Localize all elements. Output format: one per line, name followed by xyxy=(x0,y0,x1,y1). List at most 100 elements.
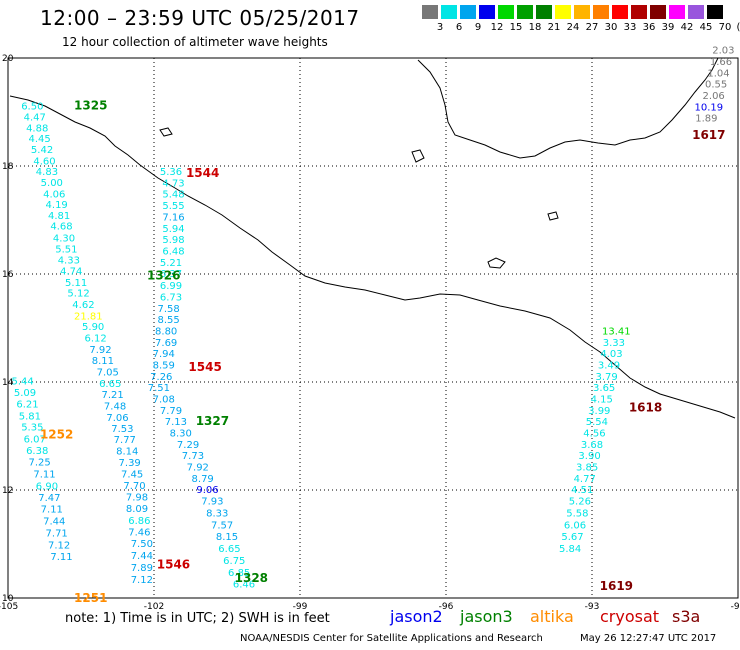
wave-height-value: 3.85 xyxy=(576,463,598,474)
pass-time-label: 1544 xyxy=(186,166,219,180)
wave-height-value: 5.00 xyxy=(41,178,63,189)
colorbar-label: 33 xyxy=(623,22,637,33)
wave-height-value: 7.71 xyxy=(46,528,68,539)
wave-height-value: 7.16 xyxy=(162,213,184,224)
pass-time-label: 1617 xyxy=(692,128,725,142)
map-title: 12:00 – 23:59 UTC 05/25/2017 xyxy=(40,6,360,30)
colorbar-label: 45 xyxy=(699,22,713,33)
colorbar-label: 30 xyxy=(604,22,618,33)
island-1 xyxy=(159,127,173,137)
wave-height-value: 9.06 xyxy=(196,485,218,496)
wave-height-value: 4.81 xyxy=(48,211,70,222)
wave-height-value: 7.06 xyxy=(106,413,128,424)
wave-height-value: 7.92 xyxy=(187,463,209,474)
colorbar-swatch xyxy=(707,5,723,19)
wave-height-value: 4.83 xyxy=(36,167,58,178)
colorbar-label: 21 xyxy=(547,22,561,33)
wave-height-value: 7.13 xyxy=(165,417,187,428)
mexico-pacific-coastline xyxy=(9,95,736,419)
lat-tick-label: 20 xyxy=(2,54,14,64)
wave-height-value: 5.09 xyxy=(14,388,36,399)
wave-height-labels: 6.504.474.884.455.424.604.835.004.064.19… xyxy=(11,46,734,591)
satellite-s3a: s3a xyxy=(672,607,701,626)
wave-height-value: 7.12 xyxy=(48,540,70,551)
wave-height-value: 3.99 xyxy=(588,406,610,417)
colorbar-label: 6 xyxy=(455,22,463,33)
wave-height-value: 4.30 xyxy=(53,234,75,245)
wave-height-value: 7.69 xyxy=(155,338,177,349)
wave-height-value: 4.74 xyxy=(60,267,82,278)
wave-height-value: 8.79 xyxy=(192,474,214,485)
wave-height-value: 7.57 xyxy=(211,520,233,531)
wave-height-value: 0.55 xyxy=(705,80,727,91)
wave-height-value: 8.33 xyxy=(206,508,228,519)
wave-height-value: 6.75 xyxy=(223,556,245,567)
pass-time-label: 1252 xyxy=(40,428,73,442)
pass-time-labels: 1325 1544 1326 1545 1327 1252 1546 1328 1251 1617… xyxy=(40,98,726,604)
wave-height-value: 4.51 xyxy=(571,485,593,496)
wave-height-value: 6.06 xyxy=(564,520,586,531)
wave-height-value: 7.08 xyxy=(153,395,175,406)
wave-height-value: 4.47 xyxy=(24,113,46,124)
wave-height-value: 3.33 xyxy=(603,338,625,349)
wave-height-value: 7.11 xyxy=(33,470,55,481)
wave-height-value: 7.11 xyxy=(50,552,72,563)
wave-height-value: 5.54 xyxy=(586,417,608,428)
wave-height-value: 6.50 xyxy=(21,101,43,112)
wave-height-value: 7.98 xyxy=(126,492,148,503)
wave-height-value: 7.44 xyxy=(43,517,65,528)
wave-height-value: 5.67 xyxy=(561,532,583,543)
wave-height-value: 3.49 xyxy=(598,361,620,372)
colorbar-label: 18 xyxy=(528,22,542,33)
wave-height-value: 7.77 xyxy=(114,435,136,446)
pass-time-label: 1325 xyxy=(74,98,107,112)
wave-height-value: 7.25 xyxy=(29,458,51,469)
wave-height-value: 4.15 xyxy=(591,395,613,406)
colorbar-label: (ft) xyxy=(736,22,740,33)
wave-height-value: 13.41 xyxy=(602,326,631,337)
pass-time-label: 1251 xyxy=(74,591,107,605)
wave-height-value: 5.98 xyxy=(162,235,184,246)
wave-height-value: 6.07 xyxy=(24,434,46,445)
colorbar-label: 9 xyxy=(474,22,482,33)
wave-height-value: 7.70 xyxy=(123,481,145,492)
wave-height-value: 1.66 xyxy=(710,57,732,68)
satellite-altika: altika xyxy=(530,607,574,626)
wave-height-value: 6.65 xyxy=(99,379,121,390)
colorbar-swatch xyxy=(536,5,552,19)
coastline xyxy=(9,57,736,419)
lat-tick-label: 18 xyxy=(2,162,14,172)
colorbar-swatch xyxy=(669,5,685,19)
colorbar-swatch xyxy=(498,5,514,19)
wave-height-value: 6.21 xyxy=(16,399,38,410)
wave-height-value: 5.58 xyxy=(566,508,588,519)
wave-height-value: 4.19 xyxy=(46,200,68,211)
pass-time-label: 1327 xyxy=(196,414,229,428)
lat-tick-label: 12 xyxy=(2,486,13,496)
wave-height-value: 7.92 xyxy=(89,345,111,356)
wave-height-value: 3.79 xyxy=(595,372,617,383)
wave-height-value: 6.12 xyxy=(84,334,106,345)
satellite-jason3: jason3 xyxy=(460,607,513,626)
wave-height-value: 7.12 xyxy=(131,575,153,586)
colorbar-swatch xyxy=(631,5,647,19)
wave-height-value: 7.79 xyxy=(160,406,182,417)
colorbar-swatch xyxy=(612,5,628,19)
wave-height-value: 2.06 xyxy=(703,91,725,102)
lon-tick-label: -90 xyxy=(731,602,740,612)
wave-height-value: 4.56 xyxy=(583,429,605,440)
wave-height-value: 3.65 xyxy=(593,383,615,394)
wave-height-value: 7.26 xyxy=(150,372,172,383)
lat-tick-label: 14 xyxy=(2,378,14,388)
colorbar-label: 15 xyxy=(509,22,523,33)
lon-tick-label: -93 xyxy=(585,602,600,612)
wave-height-value: 6.85 xyxy=(228,568,250,579)
wave-height-value: 10.19 xyxy=(694,102,723,113)
wave-height-value: 7.94 xyxy=(153,349,175,360)
wave-height-value: 7.47 xyxy=(38,493,60,504)
wave-height-value: 4.06 xyxy=(43,189,65,200)
colorbar-label: 42 xyxy=(680,22,694,33)
colorbar-swatch xyxy=(688,5,704,19)
colorbar-swatch xyxy=(479,5,495,19)
